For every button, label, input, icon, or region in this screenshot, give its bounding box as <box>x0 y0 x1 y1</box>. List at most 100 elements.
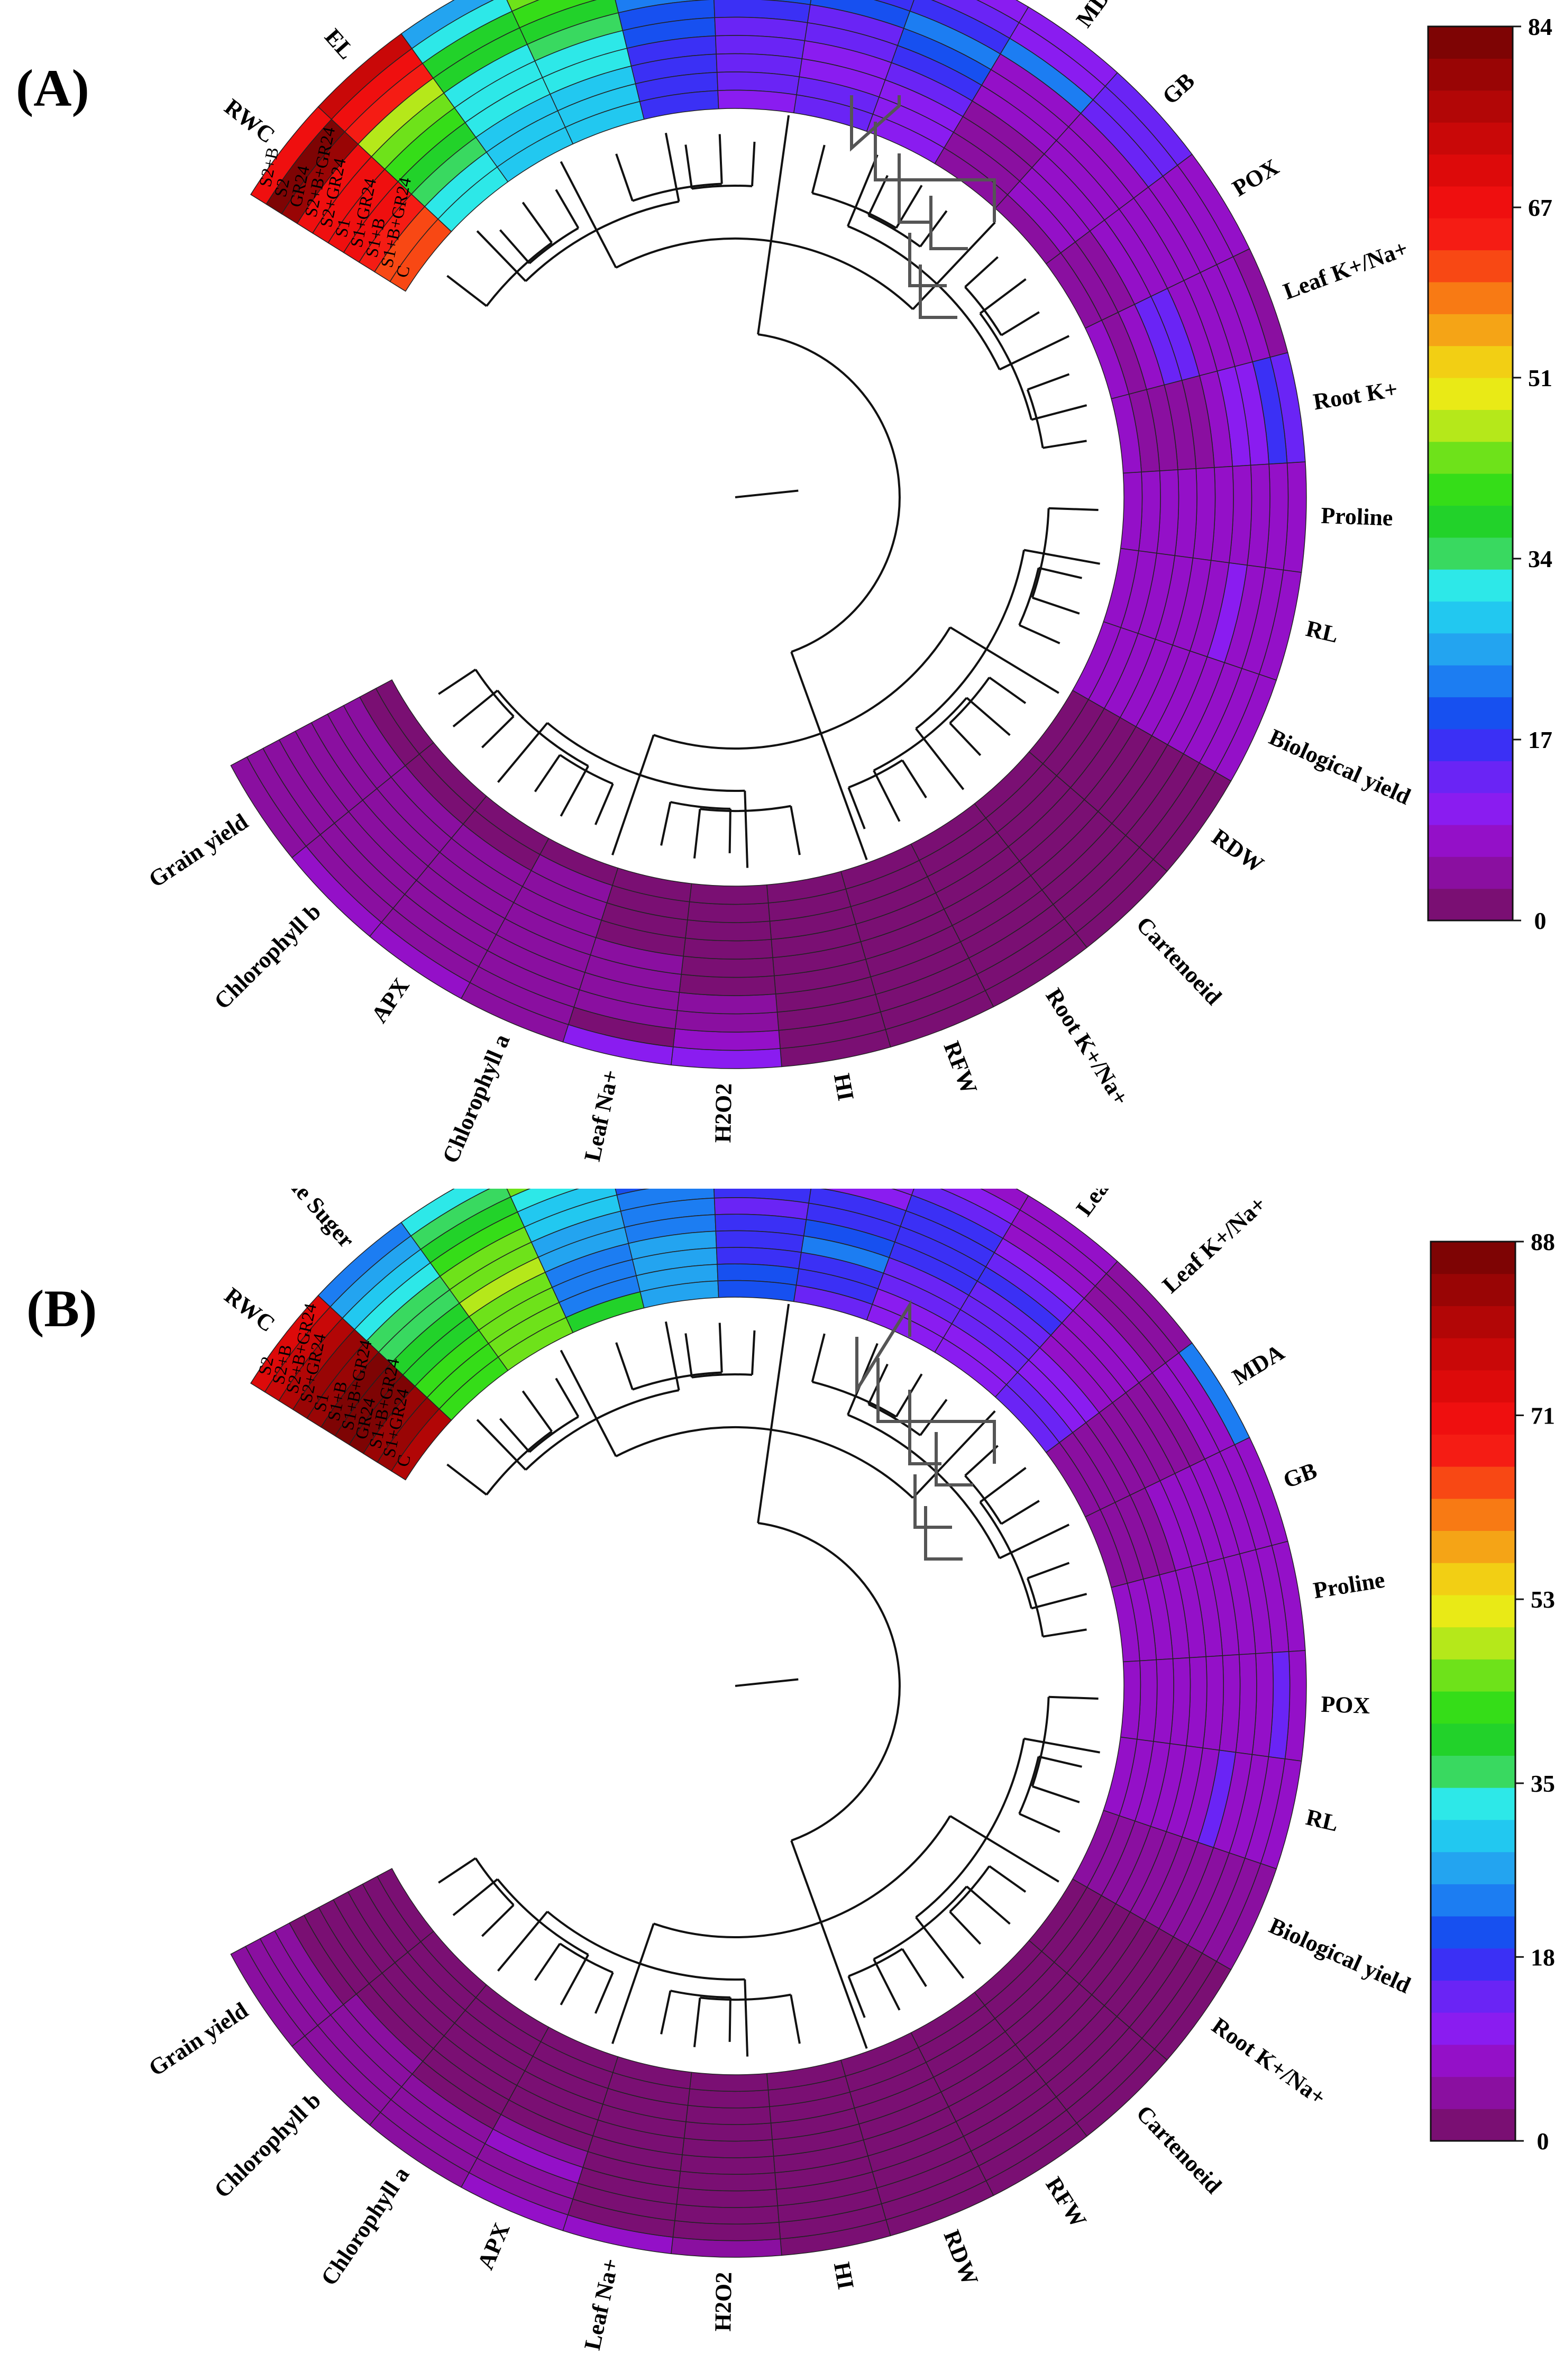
circular-heatmap-a: (A) RWCELSoluble SugerproteinCATRoot Na+… <box>16 0 1552 1167</box>
dendrogram-branch <box>1031 404 1087 421</box>
colorbar-segment <box>1428 345 1513 378</box>
row-dendrogram <box>438 1303 1100 2057</box>
dendrogram-branch <box>811 1333 826 1382</box>
dendrogram-branch <box>594 783 614 825</box>
dendrogram-branch <box>757 333 901 653</box>
colorbar-tick-label: 34 <box>1528 545 1552 572</box>
colorbar-segment <box>1431 1819 1515 1853</box>
colorbar-segment <box>1428 90 1513 123</box>
colorbar-segment <box>1428 26 1513 59</box>
colorbar-segment <box>1428 537 1513 570</box>
dendrogram-branch <box>718 134 723 184</box>
variable-label: RWC <box>219 1282 280 1337</box>
dendrogram-branch <box>615 153 634 202</box>
colorbar-segment <box>1431 1884 1515 1917</box>
dendrogram-branch <box>653 1815 952 1938</box>
variable-label: RDW <box>938 2227 983 2289</box>
colorbar-segment <box>1428 250 1513 282</box>
dendrogram-branch <box>1018 568 1040 626</box>
dendrogram-branch <box>560 1349 617 1457</box>
variable-label: APX <box>366 973 414 1028</box>
variable-label: Root K+ <box>1311 376 1399 415</box>
colorbar-segment <box>1431 1530 1515 1563</box>
colorbar-tick-label: 35 <box>1531 1770 1555 1797</box>
dendrogram-branch <box>979 1467 1027 1503</box>
variable-label: RFW <box>1040 2173 1091 2232</box>
dendrogram-branch <box>964 1445 999 1476</box>
colorbar-segment <box>1431 1466 1515 1499</box>
dendrogram-branch <box>684 144 693 189</box>
column-dendrogram-branch <box>919 265 957 319</box>
colorbar-segment <box>1431 1594 1515 1628</box>
colorbar-tick-label: 0 <box>1537 2128 1549 2155</box>
colorbar-segment <box>1431 2109 1515 2141</box>
dendrogram-branch <box>912 222 996 310</box>
colorbar-segment <box>1431 1980 1515 2013</box>
dendrogram-branch <box>1042 1628 1087 1638</box>
dendrogram-branch <box>989 676 1027 704</box>
dendrogram-branch <box>979 278 1027 314</box>
dendrogram-branch <box>660 1990 672 2035</box>
variable-label: APX <box>472 2219 515 2274</box>
heatmap-panel-a: (A) RWCELSoluble SugerproteinCATRoot Na+… <box>0 0 1564 1189</box>
dendrogram-branch <box>446 1463 488 1496</box>
variable-label: GB <box>1157 68 1200 110</box>
column-dendrogram-branch <box>913 1474 952 1529</box>
colorbar-segment <box>1428 409 1513 442</box>
dendrogram-branch <box>989 1865 1027 1893</box>
dendrogram-branch <box>912 1410 996 1499</box>
heatmap-cells <box>230 1114 1307 2258</box>
dendrogram-branch <box>528 227 579 265</box>
column-dendrogram-branch <box>929 196 968 250</box>
variable-label: Leaf K+ <box>1071 1189 1141 1221</box>
dendrogram-branch <box>664 1321 680 1391</box>
treatment-label: S1 <box>332 217 354 239</box>
column-dendrogram-branch <box>874 122 996 222</box>
colorbar-tick-label: 53 <box>1531 1586 1555 1613</box>
variable-label: RWC <box>219 94 280 148</box>
dendrogram-branch <box>1032 1785 1080 1803</box>
colorbar-segment <box>1428 218 1513 251</box>
colorbar-segment <box>1431 1948 1515 1981</box>
dendrogram-branch <box>691 1373 753 1379</box>
colorbar-segment <box>1428 281 1513 314</box>
variable-label: RL <box>1304 615 1341 648</box>
dendrogram-branch <box>555 189 580 229</box>
colorbar: 0 18 35 53 71 88 <box>1430 1228 1555 2155</box>
dendrogram-branch <box>915 728 965 790</box>
dendrogram-branch <box>555 1378 580 1418</box>
colorbar-tick-label: 67 <box>1528 194 1552 221</box>
column-dendrogram-branch <box>908 233 947 287</box>
colorbar-segment <box>1428 569 1513 602</box>
dendrogram-branch <box>560 765 589 817</box>
dendrogram-branch <box>452 1878 498 1916</box>
colorbar-segment <box>1428 122 1513 155</box>
variable-label: EL <box>319 24 360 64</box>
dendrogram-branch <box>1001 311 1040 336</box>
dendrogram-branch <box>873 1958 901 2011</box>
heatmap-cell <box>375 679 434 755</box>
dendrogram-branch <box>790 651 868 860</box>
variable-label: H2O2 <box>710 1083 737 1143</box>
colorbar-tick-label: 71 <box>1531 1402 1555 1429</box>
column-dendrogram-branch <box>908 1390 941 1465</box>
dendrogram-branch <box>452 689 498 727</box>
dendrogram-branch <box>919 210 948 248</box>
dendrogram-branch <box>847 154 879 227</box>
heatmap-cell <box>717 1280 797 1302</box>
variable-label: RDW <box>1207 824 1268 878</box>
dendrogram-branch <box>481 715 515 749</box>
colorbar: 0 17 34 51 67 84 <box>1427 13 1552 934</box>
colorbar-segment <box>1428 761 1513 794</box>
colorbar-segment <box>1428 665 1513 698</box>
heatmap-cell <box>689 2072 769 2092</box>
dendrogram-branch <box>497 722 548 783</box>
colorbar-segment <box>1431 1273 1515 1306</box>
dendrogram-branch <box>611 1923 655 2044</box>
dendrogram-branch <box>670 1990 730 1999</box>
colorbar-segment <box>1428 473 1513 506</box>
colorbar-segment <box>1431 1916 1515 1949</box>
dendrogram-branch <box>868 1403 921 1436</box>
